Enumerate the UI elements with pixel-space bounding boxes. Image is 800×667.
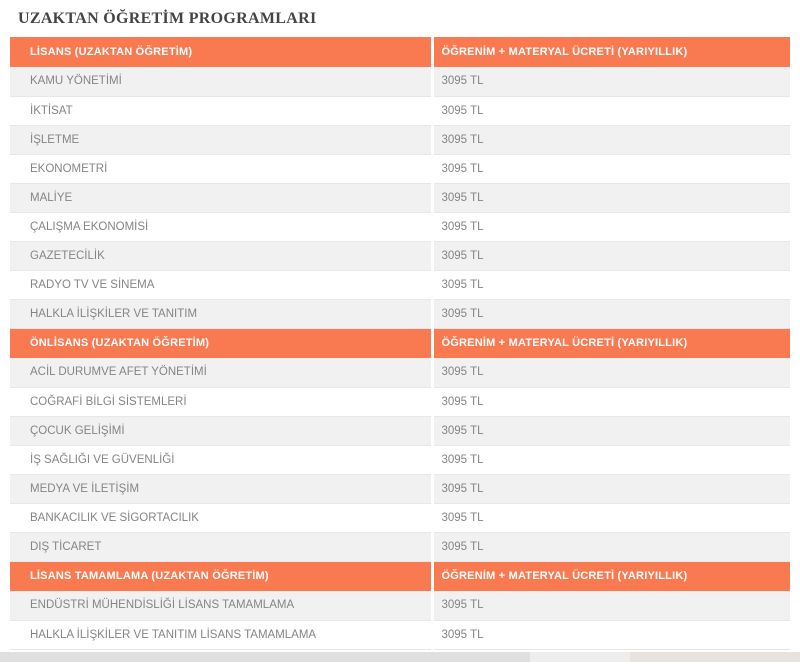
fee-column-header: ÖĞRENİM + MATERYAL ÜCRETİ (YARIYILLIK) — [430, 561, 790, 591]
fee-cell: 3095 TL — [430, 387, 790, 417]
fee-cell: 3095 TL — [430, 183, 790, 213]
fees-table: LİSANS (UZAKTAN ÖĞRETİM) ÖĞRENİM + MATERY… — [10, 37, 790, 650]
program-cell: HALKLA İLİŞKİLER VE TANITIM LİSANS TAMAM… — [10, 620, 432, 650]
program-cell: MEDYA VE İLETİŞİM — [10, 474, 432, 504]
fee-cell: 3095 TL — [430, 96, 790, 126]
bottom-strip-segment — [530, 651, 630, 662]
program-cell: MALİYE — [10, 183, 432, 213]
table-row: KAMU YÖNETİMİ 3095 TL — [10, 67, 790, 97]
fee-cell: 3095 TL — [430, 67, 790, 97]
fee-cell: 3095 TL — [430, 620, 790, 650]
program-cell: ACİL DURUMVE AFET YÖNETİMİ — [10, 358, 432, 388]
fee-cell: 3095 TL — [430, 241, 790, 271]
table-row: DIŞ TİCARET 3095 TL — [10, 532, 790, 562]
fee-cell: 3095 TL — [430, 416, 790, 446]
table-row: RADYO TV VE SİNEMA 3095 TL — [10, 270, 790, 300]
program-cell: DIŞ TİCARET — [10, 532, 432, 562]
program-cell: GAZETECİLİK — [10, 241, 432, 271]
program-cell: İŞLETME — [10, 125, 432, 155]
program-cell: BANKACILIK VE SİGORTACILIK — [10, 503, 432, 533]
table-row: EKONOMETRİ 3095 TL — [10, 154, 790, 184]
table-row: İŞ SAĞLIĞI VE GÜVENLİĞİ 3095 TL — [10, 445, 790, 475]
page-bottom-strip — [0, 651, 800, 662]
program-cell: İKTİSAT — [10, 96, 432, 126]
fee-cell: 3095 TL — [430, 445, 790, 475]
fee-cell: 3095 TL — [430, 154, 790, 184]
section-header-label: LİSANS (UZAKTAN ÖĞRETİM) — [10, 37, 432, 67]
bottom-strip-segment — [630, 651, 800, 662]
section-header-label: ÖNLİSANS (UZAKTAN ÖĞRETİM) — [10, 328, 432, 358]
fee-cell: 3095 TL — [430, 532, 790, 562]
program-cell: COĞRAFİ BİLGİ SİSTEMLERİ — [10, 387, 432, 417]
table-row: MALİYE 3095 TL — [10, 183, 790, 213]
fee-cell: 3095 TL — [430, 299, 790, 329]
table-row: ENDÜSTRİ MÜHENDİSLİĞİ LİSANS TAMAMLAMA 30… — [10, 591, 790, 621]
program-cell: ÇALIŞMA EKONOMİSİ — [10, 212, 432, 242]
program-cell: İŞ SAĞLIĞI VE GÜVENLİĞİ — [10, 445, 432, 475]
program-cell: ENDÜSTRİ MÜHENDİSLİĞİ LİSANS TAMAMLAMA — [10, 591, 432, 621]
program-cell: ÇOCUK GELİŞİMİ — [10, 416, 432, 446]
section-header-row: LİSANS TAMAMLAMA (UZAKTAN ÖĞRETİM) ÖĞRENİ… — [10, 561, 790, 591]
table-row: HALKLA İLİŞKİLER VE TANITIM 3095 TL — [10, 299, 790, 329]
fee-cell: 3095 TL — [430, 474, 790, 504]
table-row: İKTİSAT 3095 TL — [10, 96, 790, 126]
fee-cell: 3095 TL — [430, 212, 790, 242]
fee-column-header: ÖĞRENİM + MATERYAL ÜCRETİ (YARIYILLIK) — [430, 37, 790, 67]
fee-column-header: ÖĞRENİM + MATERYAL ÜCRETİ (YARIYILLIK) — [430, 328, 790, 358]
page-title: UZAKTAN ÖĞRETİM PROGRAMLARI — [18, 10, 317, 27]
program-cell: EKONOMETRİ — [10, 154, 432, 184]
fee-cell: 3095 TL — [430, 270, 790, 300]
table-row: GAZETECİLİK 3095 TL — [10, 241, 790, 271]
section-header-label: LİSANS TAMAMLAMA (UZAKTAN ÖĞRETİM) — [10, 561, 432, 591]
table-row: ÇALIŞMA EKONOMİSİ 3095 TL — [10, 212, 790, 242]
fee-cell: 3095 TL — [430, 358, 790, 388]
bottom-strip-segment — [0, 651, 530, 662]
program-cell: KAMU YÖNETİMİ — [10, 67, 432, 97]
fee-cell: 3095 TL — [430, 503, 790, 533]
fee-cell: 3095 TL — [430, 591, 790, 621]
fee-cell: 3095 TL — [430, 125, 790, 155]
table-row: ÇOCUK GELİŞİMİ 3095 TL — [10, 416, 790, 446]
table-row: COĞRAFİ BİLGİ SİSTEMLERİ 3095 TL — [10, 387, 790, 417]
table-row: MEDYA VE İLETİŞİM 3095 TL — [10, 474, 790, 504]
program-cell: RADYO TV VE SİNEMA — [10, 270, 432, 300]
table-row: ACİL DURUMVE AFET YÖNETİMİ 3095 TL — [10, 358, 790, 388]
table-row: İŞLETME 3095 TL — [10, 125, 790, 155]
section-header-row: ÖNLİSANS (UZAKTAN ÖĞRETİM) ÖĞRENİM + MATE… — [10, 328, 790, 358]
table-row: HALKLA İLİŞKİLER VE TANITIM LİSANS TAMAM… — [10, 620, 790, 650]
section-header-row: LİSANS (UZAKTAN ÖĞRETİM) ÖĞRENİM + MATERY… — [10, 37, 790, 67]
program-cell: HALKLA İLİŞKİLER VE TANITIM — [10, 299, 432, 329]
table-row: BANKACILIK VE SİGORTACILIK 3095 TL — [10, 503, 790, 533]
